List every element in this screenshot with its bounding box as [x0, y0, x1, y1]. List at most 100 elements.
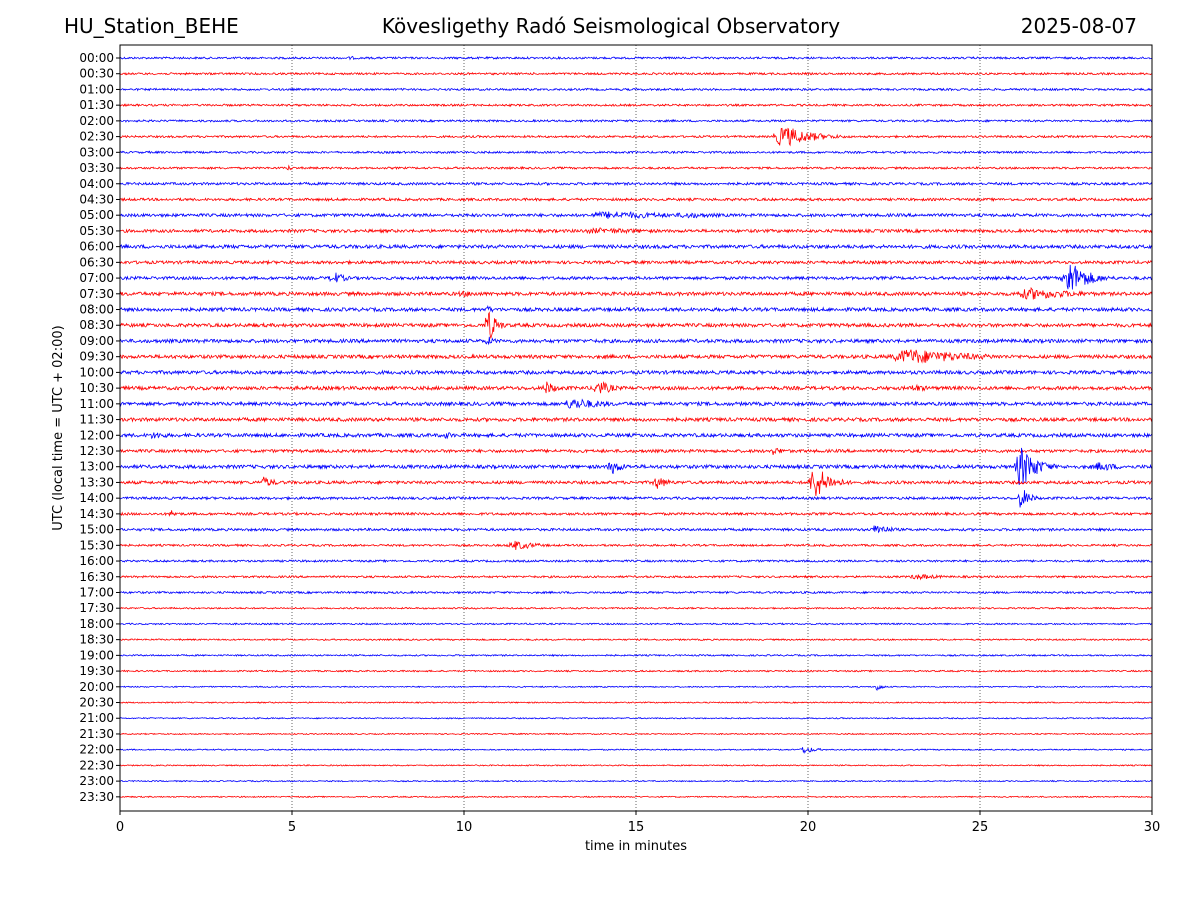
y-tick-label: 12:00 — [79, 428, 114, 442]
trace-20:00 — [119, 684, 1153, 691]
trace-11:00 — [119, 398, 1153, 409]
y-tick-label: 09:30 — [79, 350, 114, 364]
y-tick-label: 11:30 — [79, 413, 114, 427]
trace-15:00 — [119, 525, 1153, 534]
trace-10:00 — [119, 369, 1153, 376]
y-tick-label: 11:00 — [79, 397, 114, 411]
y-tick-label: 02:00 — [79, 114, 114, 128]
y-tick-label: 22:30 — [79, 758, 114, 772]
x-tick-label: 25 — [972, 820, 989, 835]
trace-11:30 — [119, 416, 1153, 423]
y-tick-label: 18:30 — [79, 633, 114, 647]
trace-14:00 — [119, 490, 1153, 508]
trace-04:00 — [119, 181, 1153, 187]
y-tick-label: 23:30 — [79, 790, 114, 804]
y-tick-label: 07:00 — [79, 271, 114, 285]
trace-13:00 — [119, 447, 1153, 485]
trace-03:30 — [119, 164, 1153, 171]
trace-06:30 — [119, 259, 1153, 266]
y-tick-label: 13:30 — [79, 475, 114, 489]
trace-23:30 — [119, 795, 1153, 799]
trace-19:30 — [119, 669, 1153, 673]
y-tick-label: 19:00 — [79, 648, 114, 662]
trace-04:30 — [119, 196, 1153, 203]
y-tick-label: 05:30 — [79, 224, 114, 238]
trace-12:00 — [119, 431, 1153, 440]
y-tick-label: 02:30 — [79, 130, 114, 144]
y-tick-label: 10:30 — [79, 381, 114, 395]
trace-18:30 — [119, 638, 1153, 642]
trace-17:30 — [119, 606, 1153, 610]
trace-21:30 — [119, 732, 1153, 736]
trace-22:30 — [119, 764, 1152, 767]
y-tick-label: 04:00 — [79, 177, 114, 191]
y-tick-label: 17:00 — [79, 585, 114, 599]
x-tick-label: 0 — [116, 820, 124, 835]
y-axis-label: UTC (local time = UTC + 02:00) — [51, 325, 66, 530]
trace-01:00 — [119, 87, 1153, 92]
trace-layer — [119, 55, 1153, 799]
y-tick-label: 08:30 — [79, 318, 114, 332]
y-tick-label: 16:00 — [79, 554, 114, 568]
y-tick-label: 06:00 — [79, 240, 114, 254]
y-tick-label: 07:30 — [79, 287, 114, 301]
trace-09:00 — [119, 336, 1153, 346]
trace-02:00 — [119, 118, 1153, 123]
trace-02:30 — [119, 127, 1153, 147]
y-tick-label: 09:00 — [79, 334, 114, 348]
station-name: HU_Station_BEHE — [64, 14, 239, 38]
x-tick-label: 5 — [288, 820, 296, 835]
trace-18:00 — [119, 622, 1153, 626]
trace-23:00 — [119, 779, 1153, 783]
trace-12:30 — [119, 447, 1153, 455]
trace-16:30 — [120, 573, 1153, 581]
trace-08:30 — [119, 311, 1153, 339]
y-tick-label: 22:00 — [79, 743, 114, 757]
trace-00:30 — [119, 71, 1153, 76]
x-tick-label: 10 — [456, 820, 473, 835]
trace-16:00 — [119, 559, 1153, 564]
trace-19:00 — [119, 653, 1153, 657]
trace-22:00 — [119, 747, 1153, 754]
y-tick-label: 06:30 — [79, 255, 114, 269]
trace-05:00 — [119, 210, 1153, 220]
x-tick-label: 15 — [628, 820, 645, 835]
trace-21:00 — [119, 716, 1153, 720]
trace-00:00 — [119, 55, 1153, 61]
y-tick-label: 14:30 — [79, 507, 114, 521]
y-tick-label: 16:30 — [79, 570, 114, 584]
trace-05:30 — [119, 227, 1153, 235]
trace-01:30 — [119, 103, 1153, 108]
y-tick-label: 01:30 — [79, 98, 114, 112]
grid-layer — [291, 45, 981, 811]
trace-17:00 — [119, 590, 1153, 595]
chart-date: 2025-08-07 — [1020, 14, 1137, 38]
trace-07:00 — [119, 264, 1153, 290]
trace-13:30 — [119, 471, 1152, 496]
y-tick-label: 00:00 — [79, 51, 114, 65]
y-tick-label: 03:30 — [79, 161, 114, 175]
chart-title: Kövesligethy Radó Seismological Observat… — [381, 14, 841, 38]
y-tick-label: 20:00 — [79, 680, 114, 694]
y-tick-label: 21:00 — [79, 711, 114, 725]
y-tick-label: 23:00 — [79, 774, 114, 788]
y-tick-label: 17:30 — [79, 601, 114, 615]
y-tick-label: 03:00 — [79, 145, 114, 159]
y-tick-label: 12:30 — [79, 444, 114, 458]
trace-20:30 — [119, 701, 1153, 704]
y-tick-label: 21:30 — [79, 727, 114, 741]
y-tick-label: 05:00 — [79, 208, 114, 222]
x-axis-label: time in minutes — [585, 839, 687, 854]
y-tick-label: 14:00 — [79, 491, 114, 505]
y-tick-label: 13:00 — [79, 460, 114, 474]
trace-10:30 — [119, 381, 1153, 394]
trace-06:00 — [119, 243, 1153, 250]
x-tick-label: 30 — [1144, 820, 1161, 835]
trace-07:30 — [119, 286, 1153, 300]
y-tick-label: 15:00 — [79, 523, 114, 537]
y-tick-label: 18:00 — [79, 617, 114, 631]
trace-15:30 — [119, 540, 1153, 551]
trace-14:30 — [119, 510, 1153, 517]
